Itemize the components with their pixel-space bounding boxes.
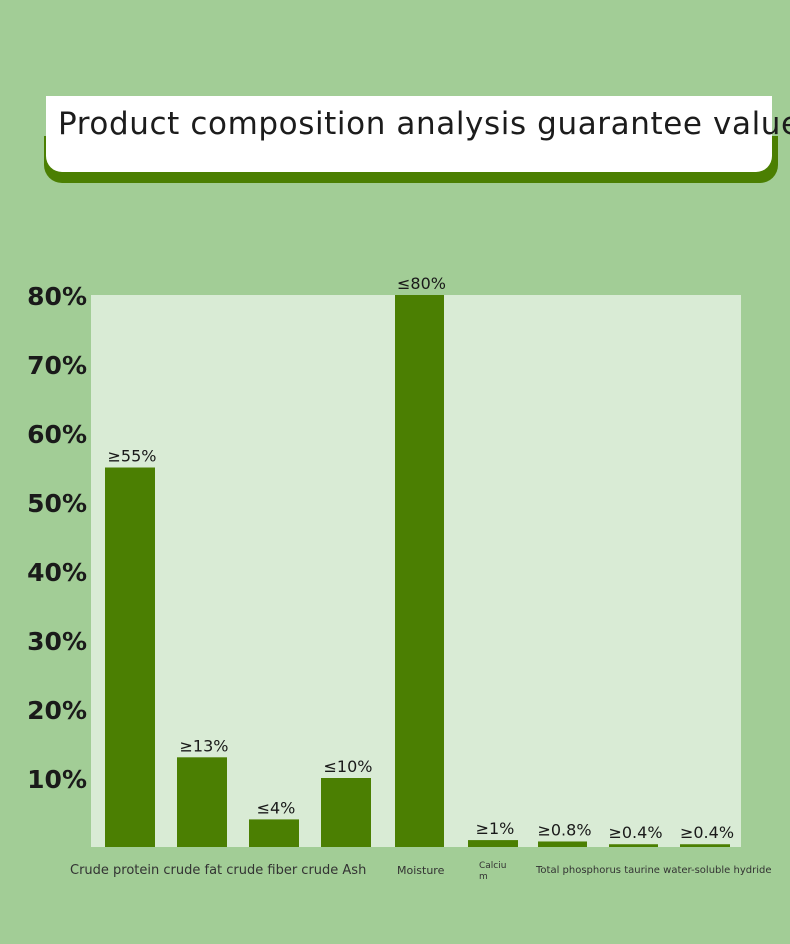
y-tick-label: 50% xyxy=(27,489,87,518)
data-label: ≥0.4% xyxy=(680,823,734,842)
bar xyxy=(395,295,444,847)
banner-panel: Product composition analysis guarantee v… xyxy=(46,96,790,172)
y-tick-label: 10% xyxy=(27,765,87,794)
y-tick-label: 70% xyxy=(27,351,87,380)
data-label: ≤4% xyxy=(257,798,296,817)
category-labels: Crude protein crude fat crude fiber crud… xyxy=(70,861,772,882)
bar xyxy=(538,841,587,847)
data-label: ≤80% xyxy=(397,274,446,293)
category-label: Total phosphorus taurine water-soluble h… xyxy=(535,865,772,876)
bars xyxy=(105,295,730,847)
y-tick-label: 80% xyxy=(27,282,87,311)
title-banner: Product composition analysis guarantee v… xyxy=(44,96,790,183)
y-tick-label: 20% xyxy=(27,696,87,725)
bar xyxy=(609,844,658,847)
data-label: ≥55% xyxy=(108,447,157,466)
bar xyxy=(321,778,371,847)
category-label: Crude protein crude fat crude fiber crud… xyxy=(70,863,366,878)
y-tick-label: 60% xyxy=(27,420,87,449)
y-axis-ticks: 10% 20% 30% 40% 50% 60% 70% 80% xyxy=(27,282,87,794)
bar xyxy=(680,844,730,847)
bar xyxy=(468,840,518,847)
bar xyxy=(177,757,227,847)
data-label: ≥0.8% xyxy=(537,820,591,839)
data-label: ≥1% xyxy=(476,819,515,838)
data-label: ≥0.4% xyxy=(608,823,662,842)
y-tick-label: 30% xyxy=(27,627,87,656)
data-labels: ≥55% ≥13% ≤4% ≤10% ≤80% ≥1% ≥0.8% ≥0.4% ≥0.4% xyxy=(108,274,735,842)
category-label: Calciu m xyxy=(479,861,506,882)
bar xyxy=(105,467,155,847)
category-label: Moisture xyxy=(397,864,445,877)
y-tick-label: 40% xyxy=(27,558,87,587)
bar xyxy=(249,819,299,847)
chart-title: Product composition analysis guarantee v… xyxy=(58,106,790,142)
data-label: ≥13% xyxy=(180,736,229,755)
data-label: ≤10% xyxy=(324,757,373,776)
